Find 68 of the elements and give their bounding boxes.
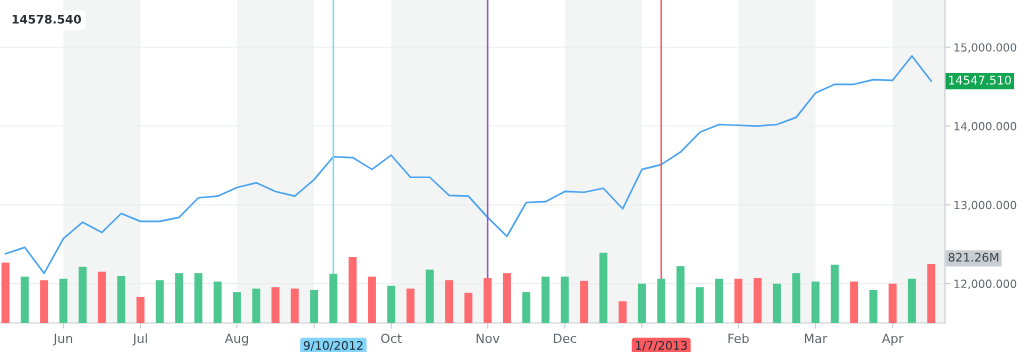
bar <box>290 288 299 323</box>
text: 14547.510 <box>949 75 1011 85</box>
bar <box>445 280 454 323</box>
bar <box>425 269 434 323</box>
bar <box>888 283 897 323</box>
y-tick-label: 14,000.000 <box>954 122 1017 132</box>
text: 821.26M <box>948 252 999 262</box>
bar <box>522 292 531 323</box>
x-tick-label: Feb <box>728 333 749 344</box>
x-tick-label: Jul <box>132 333 147 346</box>
bar <box>59 278 68 323</box>
ref-line-label: 1/7/2013 <box>636 340 687 351</box>
bar <box>618 301 627 323</box>
bar <box>541 276 550 323</box>
annotation: 14578.540 <box>12 14 81 24</box>
bar <box>753 278 762 323</box>
bar <box>1 262 10 323</box>
ref-line-label: 9/10/2012 <box>303 340 363 351</box>
bar <box>136 297 145 323</box>
bar <box>560 276 569 323</box>
bar <box>927 264 936 323</box>
bar <box>502 273 511 323</box>
bar <box>483 278 492 323</box>
bar <box>830 264 839 323</box>
x-tick-label: Mar <box>804 333 828 344</box>
bar <box>387 285 396 323</box>
bar <box>657 278 666 323</box>
bar <box>869 290 878 323</box>
line-series <box>4 55 933 275</box>
bar <box>464 292 473 323</box>
bar <box>850 281 859 323</box>
bar <box>637 283 646 323</box>
bar <box>155 280 164 323</box>
bar <box>310 290 319 323</box>
bar <box>97 271 106 323</box>
bar <box>676 266 685 323</box>
bar <box>811 281 820 323</box>
bar <box>367 276 376 323</box>
x-tick-label: Jun <box>52 333 73 346</box>
bar <box>734 278 743 323</box>
y-tick-label: 12,000.000 <box>954 279 1017 290</box>
bar <box>329 273 338 323</box>
bar <box>20 276 29 323</box>
y-tick-label: 13,000.000 <box>954 200 1017 211</box>
bar <box>792 273 801 323</box>
bar <box>580 280 589 323</box>
bar <box>78 266 87 323</box>
bar <box>348 257 357 323</box>
bar <box>772 283 781 323</box>
bar <box>406 288 415 323</box>
bar <box>117 275 126 323</box>
bar <box>271 287 280 323</box>
x-tick-label: Nov <box>476 333 500 344</box>
bar <box>599 252 608 323</box>
bar <box>715 278 724 323</box>
bar <box>194 273 203 323</box>
x-tick-label: Dec <box>553 333 577 344</box>
bar <box>40 280 49 323</box>
bar <box>175 273 184 323</box>
bar <box>252 288 261 323</box>
bar <box>213 281 222 323</box>
x-tick-label: Aug <box>224 333 249 346</box>
x-tick-label: Apr <box>881 333 904 346</box>
bar <box>695 287 704 323</box>
bar <box>907 278 916 323</box>
y-tick-label: 15,000.000 <box>954 43 1017 53</box>
x-tick-label: Oct <box>381 333 402 344</box>
bar <box>232 292 241 323</box>
